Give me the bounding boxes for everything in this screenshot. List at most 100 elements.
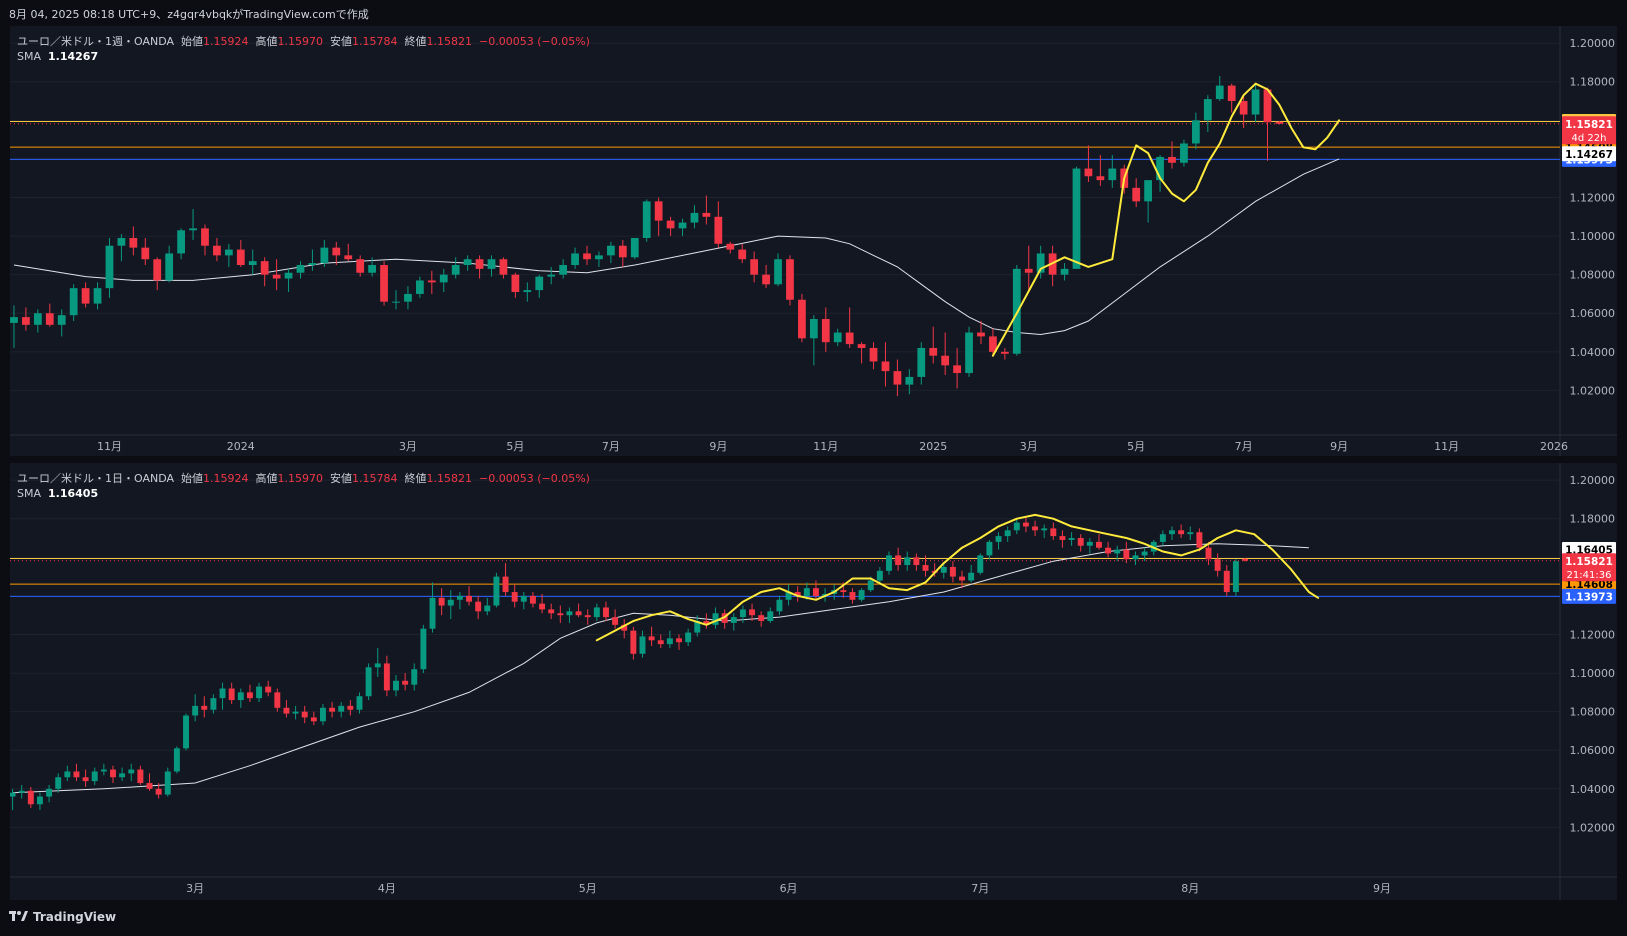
weekly-sma-line [13,158,1340,336]
daily-candle-body [493,576,500,606]
daily-y-tick-label: 1.12000 [1570,628,1616,641]
weekly-candle-body [1227,85,1236,102]
daily-candle-body [849,592,856,600]
daily-candle-body [1141,551,1148,556]
daily-candle-body [685,632,692,643]
daily-candle-body [502,576,509,593]
daily-candle-body [201,705,208,710]
weekly-candle-body [702,212,711,217]
weekly-candle-body [356,259,365,273]
daily-candle-body [274,692,281,708]
daily-candle-body [265,686,272,693]
daily-candle-body [292,711,299,714]
daily-candle-body [1196,532,1203,548]
daily-x-tick-label: 7月 [971,882,989,895]
daily-candle-body [100,769,107,772]
daily-candle-body [676,638,682,643]
daily-candle-body [612,617,619,625]
weekly-candle-body [1275,121,1284,124]
daily-candle-body [237,692,244,701]
tradingview-brand[interactable]: TradingView [9,910,116,925]
daily-candle-body [1178,530,1185,535]
weekly-candle-body [475,259,484,269]
daily-x-tick-label: 9月 [1373,882,1391,895]
daily-price-label-text: 1.13973 [1565,591,1613,603]
weekly-symbol-title: ユーロ／米ドル・1週・OANDA [17,35,175,48]
daily-candle-body [904,557,911,566]
daily-candle-body [739,609,746,618]
daily-chart-panel[interactable]: 1.200001.180001.160001.140001.120001.100… [10,463,1617,900]
daily-candle-body [657,640,664,645]
weekly-candle-body [487,259,496,269]
daily-candle-body [1232,561,1239,593]
sma-label: SMA [17,487,41,500]
daily-candle-body [402,680,409,685]
weekly-sma-legend[interactable]: SMA 1.14267 [17,50,98,63]
daily-candle-body [566,611,573,616]
weekly-candle-body [535,276,544,291]
daily-sma-line [12,543,1309,794]
daily-candle-body [703,620,710,625]
weekly-candle-body [750,259,759,275]
weekly-candle-body [738,249,747,260]
daily-candle-body [548,609,555,614]
weekly-y-tick-label: 1.12000 [1570,191,1616,204]
daily-x-tick-label: 3月 [186,882,204,895]
weekly-candle-body [583,253,591,260]
weekly-candle-body [523,290,532,293]
weekly-candle-body [559,265,568,275]
weekly-candle-body [1132,187,1141,202]
weekly-price-label-box [1562,116,1616,145]
weekly-candle-body [499,259,508,275]
weekly-candle-body [547,274,556,277]
daily-candle-body [977,555,984,573]
weekly-candle-body [595,255,603,260]
daily-candle-body [648,636,655,641]
weekly-candle-body [1168,156,1176,163]
daily-candle-body [64,771,71,778]
daily-candle-body [110,769,116,778]
weekly-candle-body [881,361,890,372]
daily-candle-body [256,686,263,699]
daily-candle-body [858,590,865,600]
daily-candle-body [511,592,518,602]
weekly-low-value: 1.15784 [352,35,398,48]
weekly-y-tick-label: 1.02000 [1570,384,1616,397]
daily-candle-body [621,624,628,631]
weekly-candle-body [439,274,448,283]
weekly-chart-panel[interactable]: 1.200001.180001.160001.140001.120001.100… [10,26,1617,456]
weekly-candle-body [857,344,866,348]
daily-candle-body [639,636,646,654]
weekly-candle-body [117,238,126,246]
weekly-y-tick-label: 1.08000 [1570,269,1616,282]
daily-candle-body [995,536,1002,542]
daily-candle-body [1159,534,1166,542]
daily-drawn-curve [595,513,1320,642]
weekly-x-tick-label: 3月 [1020,440,1038,453]
daily-candle-body [146,783,153,789]
daily-chart-canvas[interactable]: 1.200001.180001.160001.140001.120001.100… [10,463,1617,900]
daily-candle-body [383,663,390,691]
weekly-chart-canvas[interactable]: 1.200001.180001.160001.140001.120001.100… [10,26,1617,456]
daily-candle-body [767,611,774,621]
daily-candle-body [529,595,536,604]
weekly-candle-body [93,288,102,304]
weekly-candle-body [1251,89,1260,115]
daily-candle-body [438,597,445,606]
weekly-candle-body [392,301,400,303]
weekly-y-tick-label: 1.20000 [1570,37,1616,50]
sma-label: SMA [17,50,41,63]
daily-sma-legend[interactable]: SMA 1.16405 [17,487,98,500]
daily-y-tick-label: 1.06000 [1570,744,1616,757]
weekly-candle-body [1060,268,1069,275]
chart-header-text: 8月 04, 2025 08:18 UTC+9、z4gqr4vbqkがTradi… [9,8,369,21]
daily-candle-body [1205,547,1212,560]
daily-candle-body [758,615,765,621]
daily-candle-body [310,717,317,722]
daily-y-tick-label: 1.02000 [1570,821,1616,834]
daily-candle-body [539,603,546,610]
daily-candle-body [1022,522,1029,527]
daily-low-value: 1.15784 [352,472,398,485]
weekly-candle-body [511,274,520,293]
daily-candle-body [411,669,418,685]
